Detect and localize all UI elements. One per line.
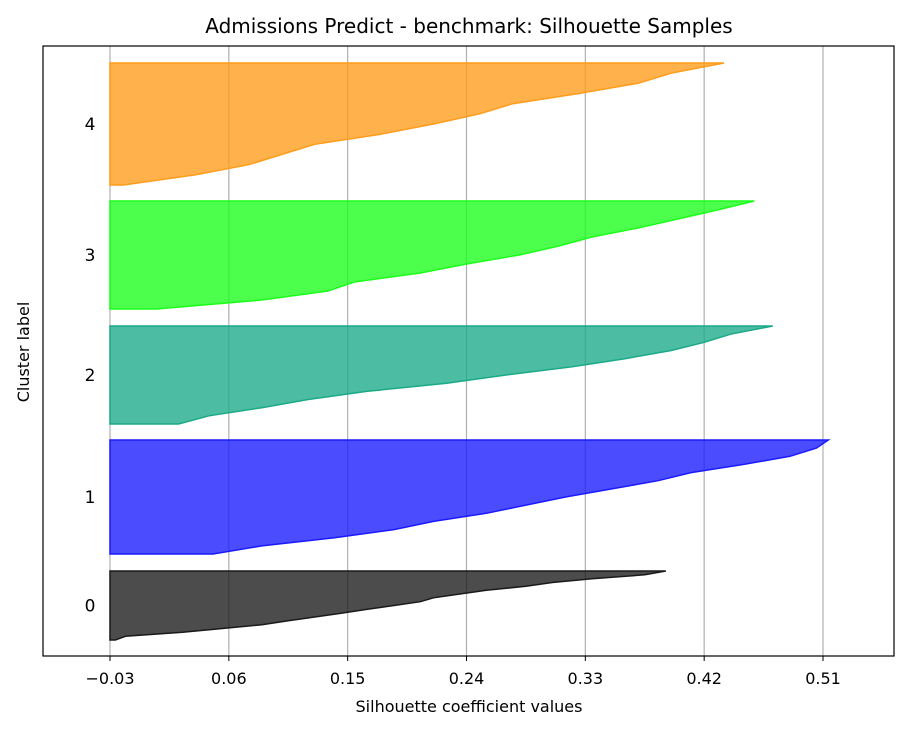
y-axis-label: Cluster label [14,302,33,403]
cluster-2-area [109,325,773,425]
x-tick-label: −0.03 [85,669,134,688]
x-tick-label: 0.24 [449,669,485,688]
cluster-label-3: 3 [85,246,96,266]
x-axis-ticks: −0.03 0.06 0.15 0.24 0.33 0.42 0.51 [85,656,841,688]
cluster-4-area [109,62,725,186]
cluster-labels: 0 1 2 3 4 [85,115,96,617]
x-tick-label: 0.42 [686,669,722,688]
cluster-3-area [109,200,755,310]
x-tick-label: 0.06 [211,669,247,688]
cluster-areas [109,62,831,641]
cluster-0-area [109,570,667,641]
cluster-1-area [109,439,831,555]
x-tick-label: 0.33 [568,669,604,688]
cluster-label-1: 1 [85,488,96,508]
x-axis-label: Silhouette coefficient values [356,697,583,716]
x-tick-label: 0.15 [330,669,366,688]
cluster-label-4: 4 [85,115,96,135]
cluster-label-2: 2 [85,366,96,386]
chart-title: Admissions Predict - benchmark: Silhouet… [205,14,732,38]
plot-frame [42,45,895,657]
cluster-label-0: 0 [85,597,96,617]
x-tick-label: 0.51 [805,669,841,688]
